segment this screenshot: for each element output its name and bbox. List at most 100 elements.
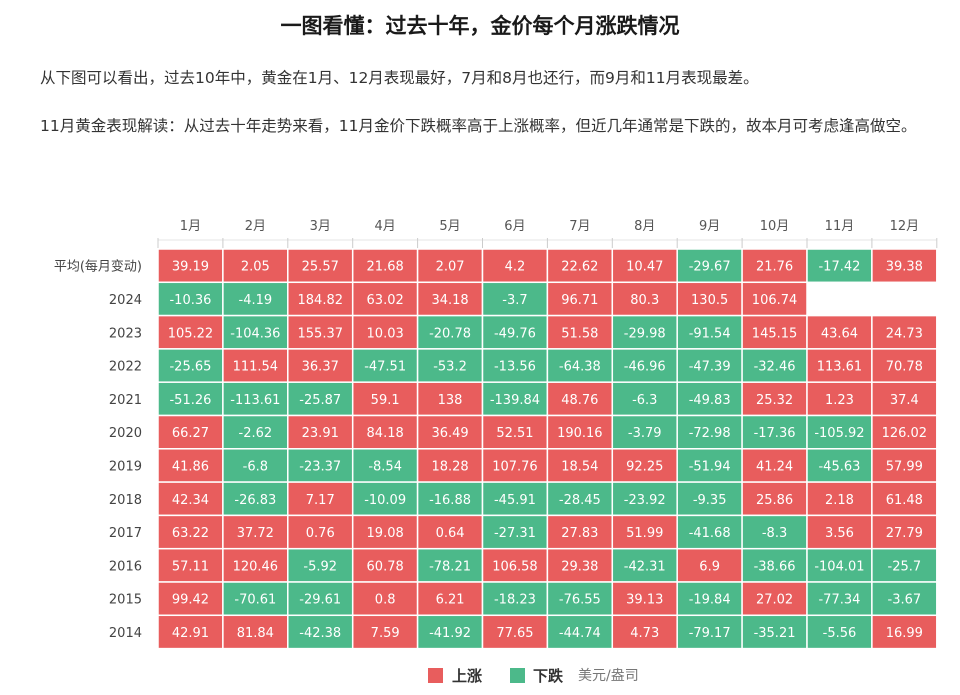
heatmap-cell	[351, 614, 419, 650]
cell-value: -104.36	[230, 326, 280, 341]
heatmap-cell	[481, 248, 549, 284]
cell-value: -72.98	[689, 426, 731, 441]
heatmap-cell	[222, 448, 289, 483]
column-label: 9月	[699, 219, 720, 234]
column-label: 6月	[504, 219, 525, 234]
cell-value: -29.98	[624, 326, 666, 341]
cell-value: 57.99	[886, 459, 923, 474]
cell-value: 21.68	[367, 260, 404, 275]
row-label: 2015	[109, 593, 142, 608]
legend-up-label: 上涨	[452, 667, 483, 685]
heatmap-cell	[157, 581, 224, 617]
row-label: 2019	[109, 459, 142, 474]
cell-value: 126.02	[882, 426, 928, 441]
cell-value: 39.13	[626, 593, 663, 608]
cell-value: -76.55	[559, 593, 601, 608]
heatmap-cell	[871, 314, 938, 350]
heatmap-cell	[546, 348, 614, 383]
cell-value: -79.17	[689, 626, 731, 641]
heatmap-cell	[416, 514, 484, 550]
heatmap-cell	[871, 614, 938, 650]
heatmap-cell	[481, 381, 549, 417]
cell-value: -19.84	[689, 593, 731, 608]
heatmap-cell	[676, 281, 743, 317]
cell-value: 130.5	[691, 293, 728, 308]
cell-value: -5.56	[823, 626, 857, 641]
heatmap-cell	[676, 248, 743, 284]
heatmap-cell	[222, 514, 289, 550]
cell-value: -45.91	[494, 493, 536, 508]
cell-value: 107.76	[492, 459, 538, 474]
cell-value: 22.62	[561, 260, 598, 275]
cell-value: -27.31	[494, 526, 536, 541]
heatmap-cell	[871, 547, 938, 583]
cell-value: -20.78	[429, 326, 471, 341]
cell-value: 19.08	[367, 526, 404, 541]
cell-value: 21.76	[756, 260, 793, 275]
cell-value: -45.63	[818, 459, 860, 474]
cell-value: 111.54	[233, 360, 279, 375]
cell-value: -17.36	[754, 426, 796, 441]
heatmap-cell	[806, 248, 873, 284]
cell-value: -113.61	[230, 393, 280, 408]
row-label: 2023	[109, 326, 142, 341]
cell-value: 84.18	[367, 426, 404, 441]
cell-value: -3.67	[888, 593, 922, 608]
cell-value: 106.58	[492, 559, 538, 574]
cell-value: 96.71	[561, 293, 598, 308]
cell-value: 105.22	[168, 326, 214, 341]
heatmap-cell	[611, 281, 678, 317]
column-label: 7月	[569, 219, 590, 234]
heatmap-cell	[287, 414, 354, 450]
heatmap-cell	[741, 281, 808, 317]
row-label: 2014	[109, 626, 142, 641]
cell-value: -47.51	[364, 360, 406, 375]
cell-value: 37.4	[890, 393, 919, 408]
heatmap-cell	[741, 481, 808, 517]
page-title: 一图看懂：过去十年，金价每个月涨跌情况	[280, 14, 680, 38]
heatmap-cell	[806, 348, 873, 383]
cell-value: 81.84	[237, 626, 274, 641]
column-label: 11月	[825, 219, 855, 234]
heatmap-cell	[871, 381, 938, 417]
heatmap-cell	[416, 348, 484, 383]
heatmap-cell	[871, 248, 938, 284]
cell-value: -25.65	[169, 360, 211, 375]
cell-value: 41.24	[756, 459, 793, 474]
column-label: 10月	[760, 219, 790, 234]
row-label: 2018	[109, 493, 142, 508]
cell-value: 138	[438, 393, 463, 408]
heatmap-cell	[611, 614, 678, 650]
heatmap-cell	[481, 414, 549, 450]
cell-value: 16.99	[886, 626, 923, 641]
cell-value: -51.94	[689, 459, 731, 474]
cell-value: -5.92	[303, 559, 337, 574]
cell-value: -49.83	[689, 393, 731, 408]
heatmap-cell	[676, 381, 743, 417]
column-label: 2月	[245, 219, 266, 234]
cell-value: 3.56	[825, 526, 854, 541]
column-label: 1月	[180, 219, 201, 234]
cell-value: 42.91	[172, 626, 209, 641]
cell-value: 4.73	[630, 626, 659, 641]
cell-value: -13.56	[494, 360, 536, 375]
cell-value: -23.92	[624, 493, 666, 508]
heatmap-cell	[157, 381, 224, 417]
cell-value: -105.92	[814, 426, 864, 441]
column-label: 5月	[439, 219, 460, 234]
heatmap-cell	[287, 514, 354, 550]
heatmap-cell	[741, 381, 808, 417]
cell-value: 41.86	[172, 459, 209, 474]
heatmap-cell	[351, 381, 419, 417]
heatmap-cell	[741, 414, 808, 450]
heatmap-cell	[806, 547, 873, 583]
cell-value: 4.2	[505, 260, 526, 275]
heatmap-cell	[351, 248, 419, 284]
cell-value: 23.91	[302, 426, 339, 441]
cell-value: 63.22	[172, 526, 209, 541]
cell-value: 10.03	[367, 326, 404, 341]
cell-value: -35.21	[754, 626, 796, 641]
heatmap-cell	[481, 581, 549, 617]
cell-value: -8.3	[762, 526, 787, 541]
cell-value: -18.23	[494, 593, 536, 608]
